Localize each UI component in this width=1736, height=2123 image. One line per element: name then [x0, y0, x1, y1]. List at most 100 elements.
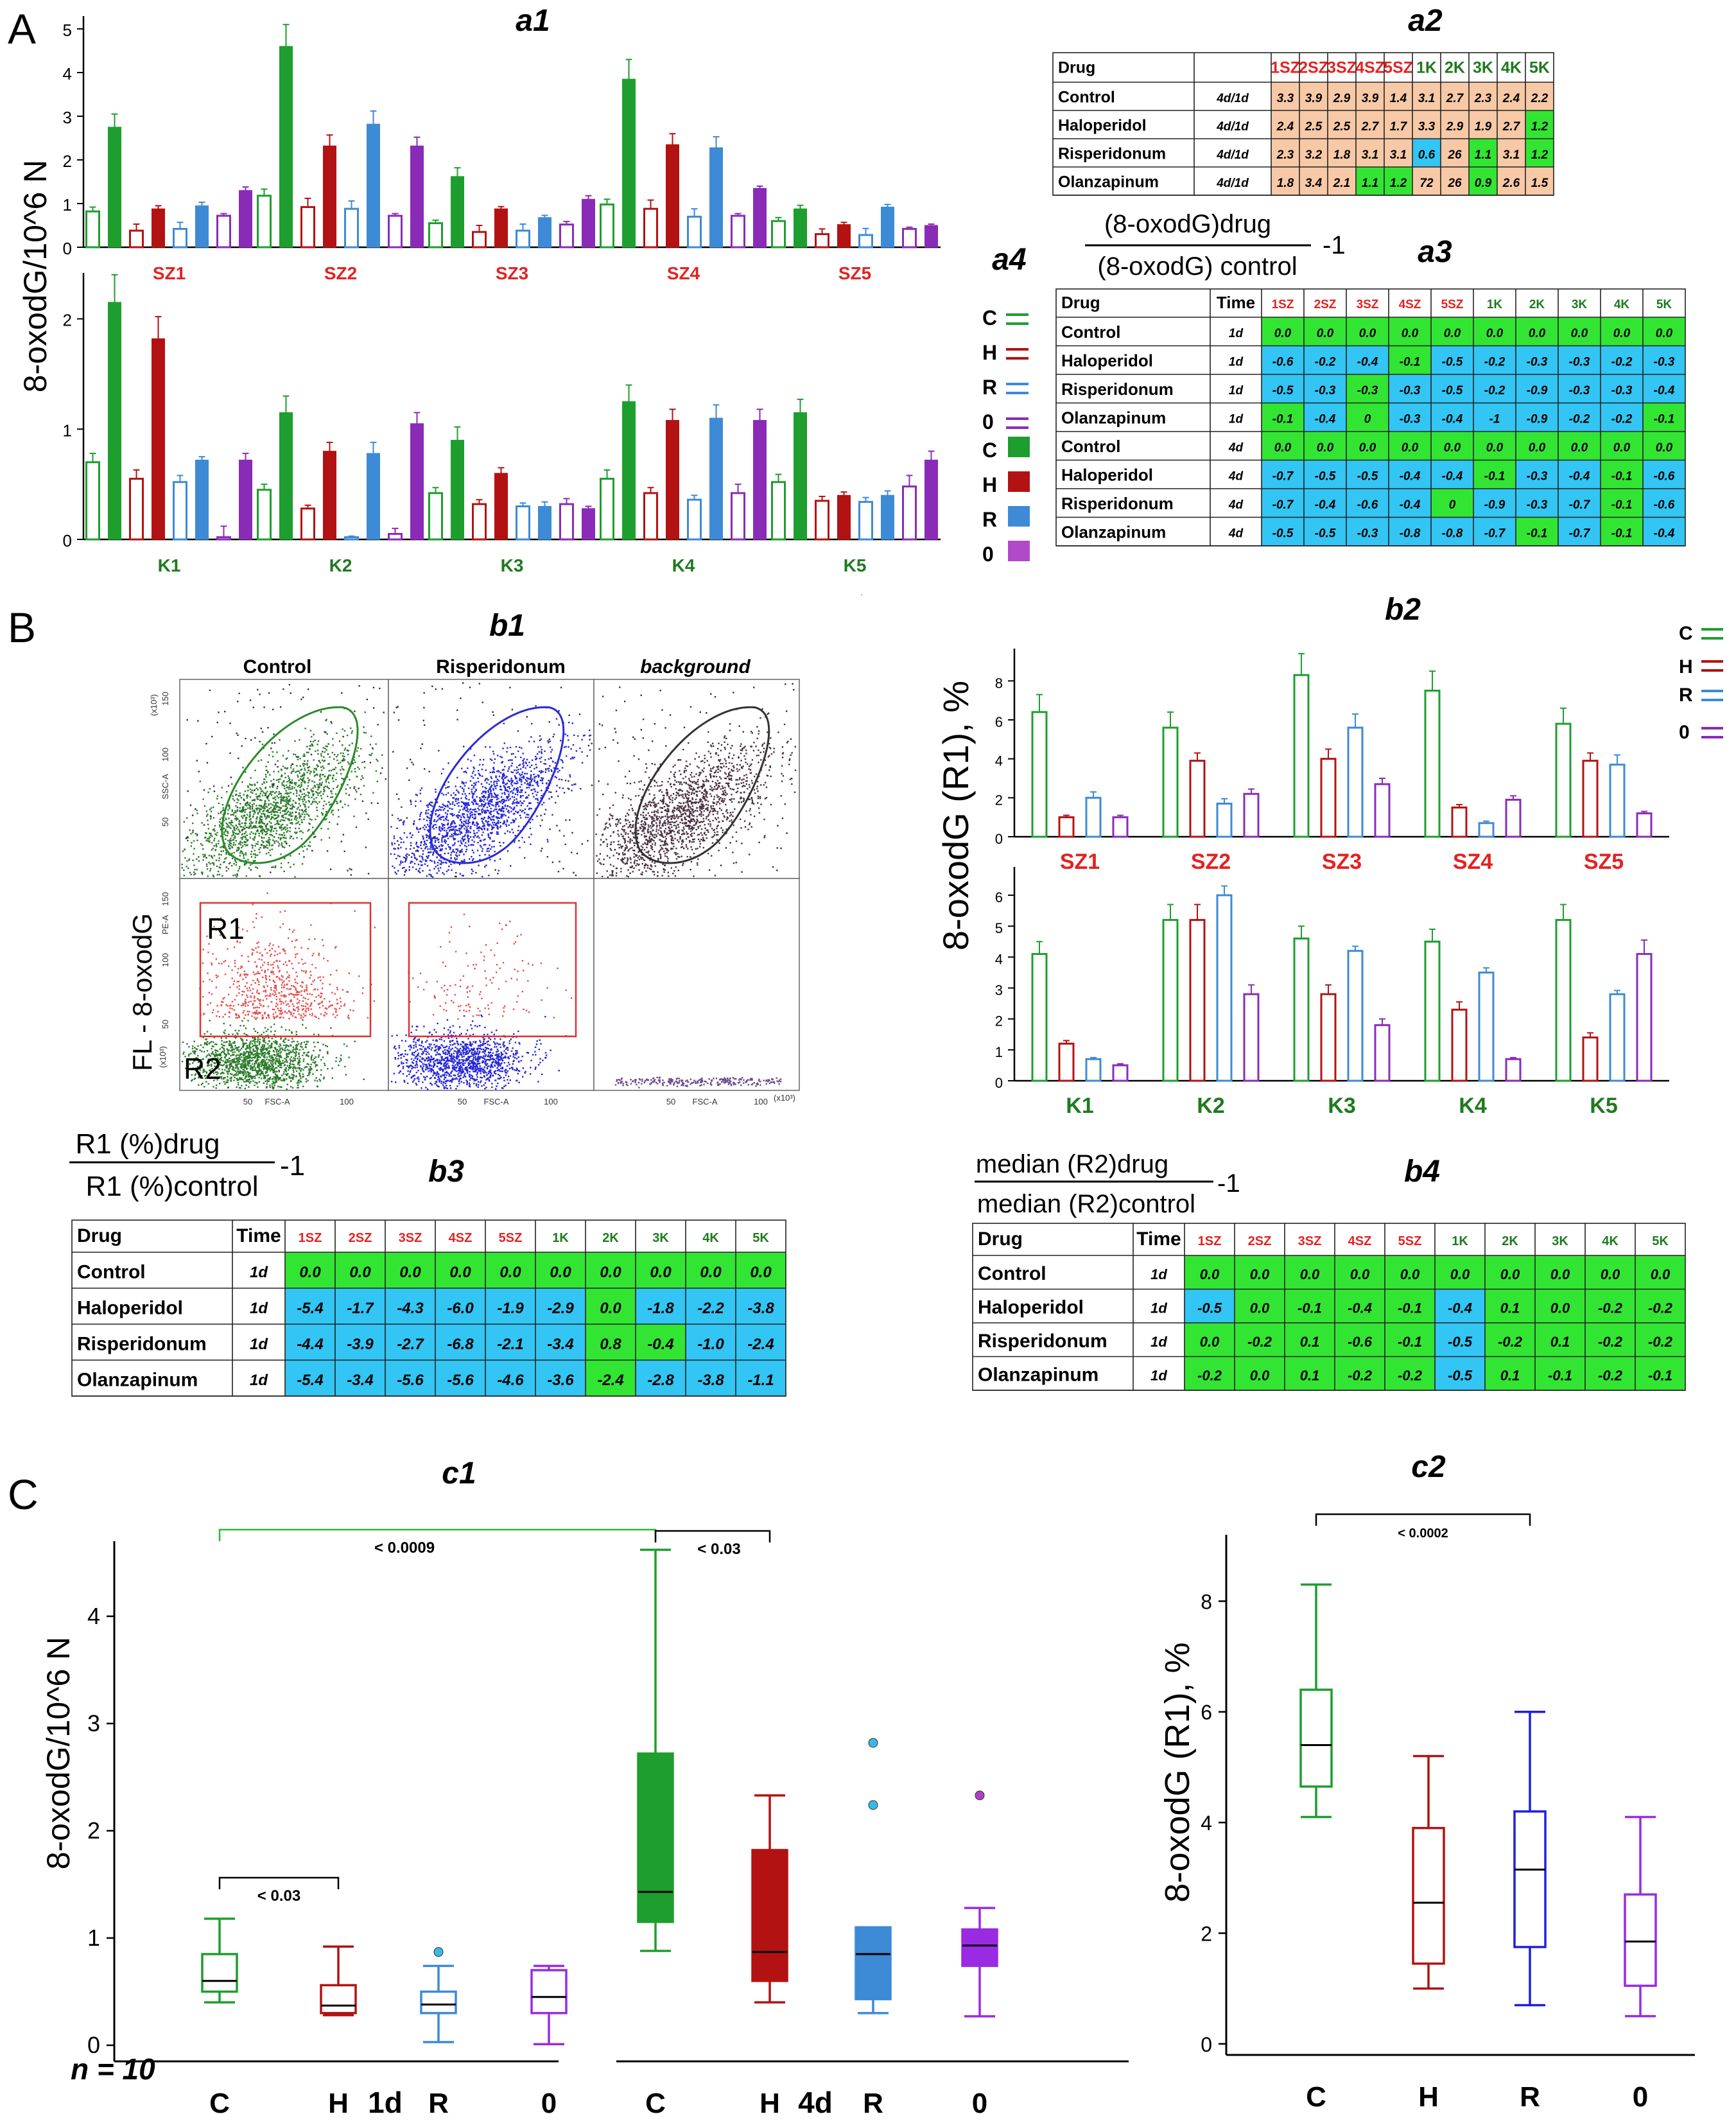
table-b4-cell: 0.0	[1300, 1266, 1320, 1282]
table-a3-cell: -0.8	[1400, 527, 1421, 541]
b2-bottom-bar	[1636, 953, 1653, 1082]
table-a2-cell-bg	[1384, 139, 1412, 167]
table-a2-cell-bg	[1356, 167, 1384, 195]
table-a3-time: 4d	[1228, 498, 1244, 512]
legend-a4-o: 0	[982, 410, 994, 433]
a1-bottom-bar	[731, 492, 745, 541]
table-a2-grid	[1052, 52, 1554, 196]
table-a2-cell-bg	[1441, 167, 1469, 195]
legend-b2-r: R	[1679, 685, 1693, 706]
table-a3-cell-bg	[1516, 403, 1558, 432]
title-b3: b3	[428, 1155, 464, 1189]
flow-y-label: FL - 8-oxodG	[127, 913, 157, 1071]
a1-bottom-bar	[516, 505, 530, 541]
table-b4-cell-bg	[1585, 1356, 1635, 1390]
a1-bottom-bar	[239, 459, 252, 540]
table-a3-cell: -0.3	[1569, 356, 1590, 369]
table-a2-cell-bg	[1469, 82, 1497, 110]
table-b4-cell-bg	[1385, 1323, 1435, 1357]
a1-top-bar	[344, 207, 359, 249]
table-b4-header: 4SZ	[1348, 1234, 1372, 1248]
table-a3-cell-bg	[1389, 317, 1431, 346]
table-a3-time: 4d	[1228, 527, 1244, 541]
b2-top-bar	[1478, 822, 1495, 838]
table-b4-header: 2SZ	[1248, 1234, 1272, 1248]
table-b3-cell-bg	[485, 1288, 535, 1324]
b2-bottom-y-tick: 0	[995, 1075, 1003, 1091]
c1-y-tick: 4	[87, 1603, 100, 1629]
table-b4-cell-bg	[1285, 1289, 1335, 1323]
b2-y-label: 8-oxodG (R1), %	[935, 681, 976, 950]
table-b3-cell-bg	[335, 1288, 385, 1324]
table-a2-cell-bg	[1497, 110, 1525, 139]
table-b3-cell-bg	[535, 1324, 586, 1360]
a1-top-bar	[881, 206, 894, 248]
table-b4-header: Drug	[978, 1228, 1023, 1250]
table-a3-cell-bg	[1473, 345, 1516, 374]
table-a3-cell: -0.6	[1357, 498, 1378, 512]
legend-a4-r-fill: R	[982, 508, 997, 531]
table-a2-cell-bg	[1328, 110, 1356, 139]
a1-bottom-bar	[753, 420, 767, 540]
flow-dot-plot	[388, 679, 595, 879]
formula-a3-suffix: -1	[1323, 231, 1346, 259]
table-b3-cell: 0.0	[299, 1264, 321, 1281]
table-a3-cell: -0.3	[1527, 470, 1548, 484]
table-b3-cell: -5.4	[297, 1372, 323, 1389]
b2-bottom-bar	[1582, 1036, 1599, 1082]
flow-gate-ellipse	[221, 706, 359, 864]
table-b4-grid	[972, 1223, 1686, 1391]
table-a3-cell: 0.0	[1317, 441, 1334, 455]
table-a3-cell: -0.9	[1527, 413, 1548, 426]
table-b3-cell: -2.1	[497, 1336, 523, 1353]
a1-bottom-category-label: K5	[844, 555, 867, 575]
table-b4-header: 3K	[1552, 1234, 1568, 1248]
table-a2-cell: 2.5	[1333, 120, 1351, 134]
b2-top-bar	[1347, 726, 1364, 838]
table-a2-cell-bg	[1441, 110, 1469, 139]
table-a3-cell: -0.5	[1315, 470, 1336, 484]
table-a3-cell: -0.3	[1357, 384, 1378, 398]
table-b3-time: 1d	[250, 1300, 268, 1317]
table-a3-drug: Control	[1061, 322, 1120, 342]
legend-b2-c: C	[1679, 623, 1693, 644]
flow-col-risperidonum: Risperidonum	[436, 656, 566, 677]
table-b4-cell: -0.2	[1598, 1300, 1623, 1316]
table-a2-cell: 1.2	[1531, 120, 1549, 134]
table-a3-cell: -0.1	[1272, 413, 1294, 426]
table-b4-cell: 0.0	[1550, 1300, 1570, 1316]
table-b3-cell-bg	[686, 1288, 736, 1324]
table-a2-cell-bg	[1469, 167, 1497, 195]
flow-top-y-mult: (x10³)	[149, 694, 159, 716]
table-a3-cell: -0.3	[1315, 384, 1336, 398]
a1-top-y-tick: 1	[63, 195, 72, 214]
table-a3-cell: 0.0	[1444, 327, 1461, 340]
title-c2: c2	[1411, 1450, 1446, 1484]
b2-bottom-bar	[1293, 937, 1310, 1082]
table-a3-cell: -0.6	[1654, 470, 1675, 484]
a1-top-bar	[582, 198, 595, 248]
table-b4-cell-bg	[1485, 1289, 1535, 1323]
b2-top-bar	[1451, 807, 1468, 838]
table-a2-cell: 26	[1447, 177, 1462, 190]
table-a2-cell: 3.1	[1503, 148, 1520, 162]
table-a2-cell: 2.4	[1502, 92, 1520, 105]
flow-panel: Control Risperidonum background (x10³) 1…	[127, 656, 800, 1106]
a1-top-category-label: SZ5	[838, 263, 871, 283]
table-b3-cell-bg	[535, 1288, 586, 1324]
table-b3-cell-bg	[335, 1360, 385, 1396]
gate-r2-label: R2	[184, 1052, 221, 1085]
table-b4-cell-bg	[1635, 1255, 1685, 1289]
table-a2-drug: Control	[1058, 89, 1115, 107]
table-a2-cell-bg	[1356, 110, 1384, 139]
c1-x-label: 0	[972, 2088, 987, 2119]
b2-bottom-category-label: K5	[1590, 1094, 1617, 1118]
table-b4-cell-bg	[1235, 1323, 1285, 1357]
table-b4-cell-bg	[1435, 1255, 1485, 1289]
table-a3-cell-bg	[1346, 489, 1389, 518]
table-a2-cell-bg	[1299, 82, 1328, 110]
table-a3-cell: -0.2	[1315, 356, 1336, 369]
b2-top-bar	[1058, 816, 1075, 838]
formula-b3-suffix: -1	[280, 1150, 305, 1182]
table-a3-cell: 0.0	[1317, 327, 1334, 340]
